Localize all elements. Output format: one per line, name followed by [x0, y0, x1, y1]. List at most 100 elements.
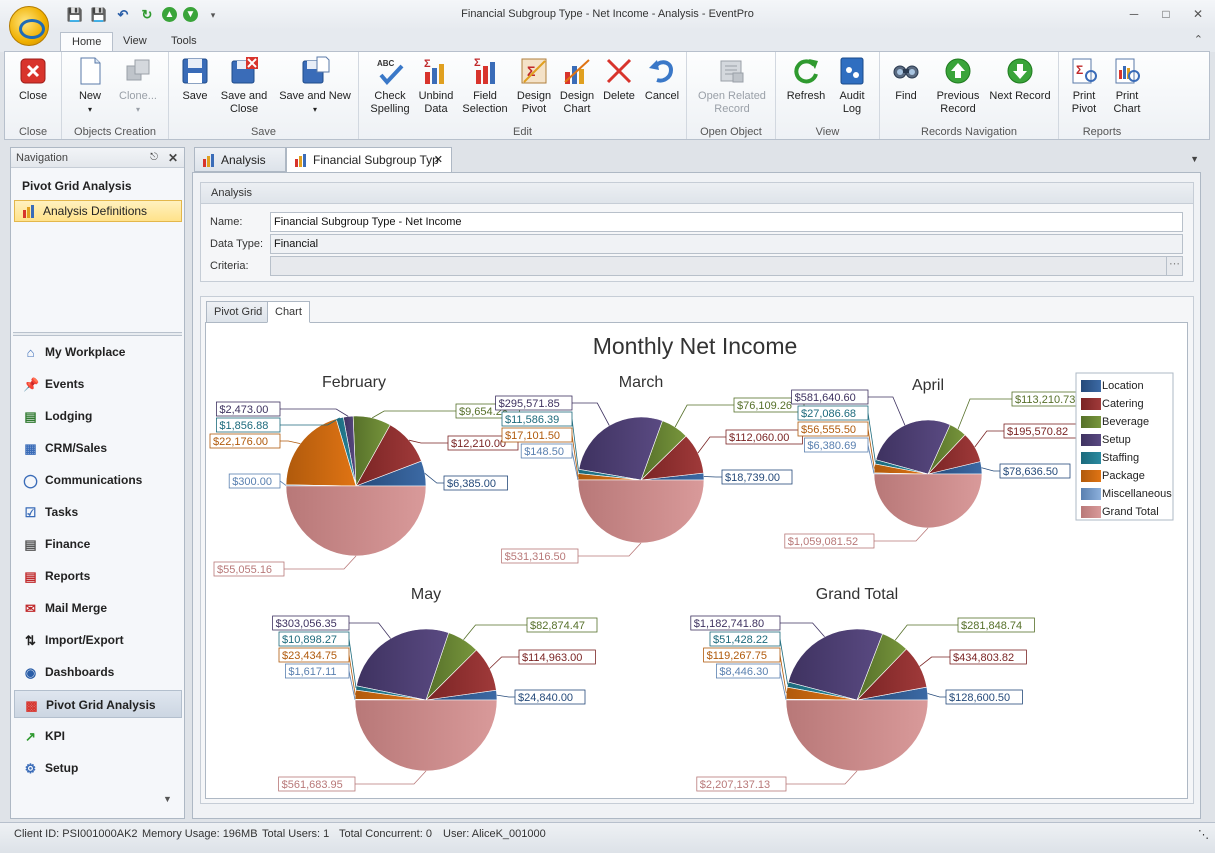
save-and-new-button[interactable]: Save and New ▾ — [276, 56, 354, 116]
pie-slice[interactable] — [577, 479, 705, 544]
save-icon[interactable]: 💾 — [66, 7, 84, 22]
nav-item-communications[interactable]: ◯ Communications — [23, 473, 143, 488]
crm-icon: ▦ — [24, 441, 37, 456]
nav-item-finance[interactable]: ▤ Finance — [24, 537, 91, 552]
nav-item-events[interactable]: 📌 Events — [23, 377, 85, 392]
new-button[interactable]: New ▾ — [73, 56, 107, 116]
tab-home[interactable]: Home — [60, 32, 114, 52]
leader-line — [424, 472, 444, 484]
document-tabs: Analysis Financial Subgroup Typ ✕ — [192, 147, 1210, 172]
leader-line — [463, 624, 527, 640]
nav-item-kpi[interactable]: ↗ KPI — [14, 722, 182, 750]
ribbon-collapse-icon[interactable]: ⌃ — [1193, 34, 1203, 46]
doc-tab-financial-subgroup[interactable]: Financial Subgroup Typ ✕ — [286, 147, 452, 172]
data-label-box — [804, 437, 869, 453]
ribbon: Close Close New ▾ Clone... ▾ Objects Creat… — [4, 51, 1210, 140]
nav-item-crm-sales[interactable]: ▦ CRM/Sales — [24, 441, 108, 456]
leader-line — [284, 555, 357, 570]
close-icon[interactable]: ✕ — [167, 151, 178, 165]
nav-item-dashboards[interactable]: ◉ Dashboards — [24, 665, 115, 680]
data-label: $27,086.68 — [801, 408, 856, 420]
save-and-close-button[interactable]: Save and Close — [218, 56, 270, 116]
nav-item-analysis-definitions[interactable]: Analysis Definitions — [14, 200, 182, 222]
tab-view[interactable]: View — [123, 35, 147, 47]
nav-item-reports[interactable]: ▤ Reports — [24, 569, 91, 584]
previous-record-icon[interactable]: ▲ — [162, 7, 177, 22]
pie-slice[interactable] — [354, 699, 498, 772]
status-client-id: Client ID: PSI001000AK2 — [14, 828, 138, 840]
resize-grip-icon[interactable]: ⋱ — [1198, 829, 1209, 841]
delete-button[interactable]: Delete — [600, 56, 638, 103]
customize-toolbar-icon[interactable]: ▾ — [210, 10, 216, 20]
nav-item-setup[interactable]: ⚙ Setup — [24, 761, 79, 776]
pie-slice[interactable] — [285, 485, 427, 557]
pie-title: Grand Total — [816, 586, 898, 603]
pie-slice[interactable] — [285, 418, 357, 487]
workplace-icon: ⌂ — [26, 345, 35, 360]
find-button[interactable]: Find — [886, 56, 926, 103]
check-spelling-button[interactable]: ABC Check Spelling — [367, 56, 413, 116]
print-chart-button[interactable]: Print Chart — [1107, 56, 1147, 116]
nav-item-lodging[interactable]: ▤ Lodging — [24, 409, 93, 424]
criteria-ellipsis-button[interactable]: ⋯ — [1166, 257, 1182, 275]
cancel-button[interactable]: Cancel — [642, 56, 682, 103]
nav-item-import-export[interactable]: ⇅ Import/Export — [14, 626, 182, 654]
close-tab-icon[interactable]: ✕ — [433, 154, 443, 166]
nav-item-tasks[interactable]: ☑ Tasks — [24, 505, 79, 520]
tab-list-dropdown-icon[interactable]: ▼ — [1190, 154, 1199, 164]
data-label: $18,739.00 — [725, 472, 780, 484]
status-user: User: AliceK_001000 — [443, 828, 546, 840]
pie-slice[interactable] — [873, 473, 983, 529]
field-selection-button[interactable]: Σ Field Selection — [462, 57, 508, 115]
open-related-record-button[interactable]: Open Related Record — [693, 56, 771, 116]
leader-line — [674, 404, 734, 428]
clone-button[interactable]: Clone... ▾ — [114, 56, 162, 116]
refresh-button[interactable]: Refresh — [784, 56, 828, 103]
refresh-icon[interactable]: ↻ — [141, 7, 153, 22]
pin-icon[interactable]: ⎋ — [150, 152, 158, 163]
undo-icon[interactable]: ↶ — [117, 7, 129, 22]
nav-item-pivot-grid-analysis[interactable]: ▩ Pivot Grid Analysis — [14, 690, 182, 718]
minimize-icon[interactable]: ─ — [1129, 7, 1139, 21]
doc-tab-analysis[interactable]: Analysis — [194, 147, 286, 172]
pie-slice[interactable] — [578, 416, 663, 481]
print-pivot-button[interactable]: Σ Print Pivot — [1064, 56, 1104, 116]
nav-splitter[interactable] — [13, 332, 182, 336]
previous-record-button[interactable]: Previous Record — [932, 56, 984, 116]
tab-tools[interactable]: Tools — [171, 35, 197, 47]
data-label: $24,840.00 — [518, 692, 573, 704]
maximize-icon[interactable]: □ — [1162, 7, 1170, 21]
close-icon — [20, 58, 46, 84]
data-label-box — [215, 401, 281, 417]
nav-item-mail-merge[interactable]: ✉ Mail Merge — [14, 594, 182, 622]
audit-log-button[interactable]: Audit Log — [832, 56, 872, 116]
leader-line — [874, 527, 929, 542]
name-field[interactable]: Financial Subgroup Type - Net Income — [270, 212, 1183, 232]
data-label-box — [784, 533, 875, 549]
pie-slice[interactable] — [785, 699, 929, 772]
pie-title: February — [322, 374, 386, 391]
close-window-icon[interactable]: ✕ — [1192, 7, 1204, 21]
nav-more-icon[interactable]: ▼ — [163, 794, 172, 804]
design-pivot-button[interactable]: Σ Design Pivot — [513, 56, 555, 116]
design-chart-button[interactable]: Design Chart — [556, 56, 598, 116]
data-label-box — [278, 647, 350, 663]
save-close-icon[interactable]: 💾 — [90, 7, 108, 22]
next-record-button[interactable]: Next Record — [986, 56, 1054, 103]
leader-line — [571, 450, 579, 481]
nav-item-my-workplace[interactable]: ⌂ My Workplace — [14, 338, 182, 366]
pie-slice[interactable] — [787, 628, 883, 701]
app-logo-icon[interactable] — [9, 6, 49, 46]
leader-line — [779, 638, 789, 685]
next-record-icon[interactable]: ▼ — [183, 7, 198, 22]
data-label: $23,434.75 — [282, 650, 337, 662]
unbind-data-button[interactable]: Σ Unbind Data — [418, 58, 454, 115]
close-button[interactable]: Close — [13, 56, 53, 103]
clone-icon — [126, 59, 150, 81]
save-button[interactable]: Save — [179, 56, 211, 103]
group-edit: ABC Check Spelling Σ Unbind Data Σ Field Se… — [359, 52, 687, 139]
tab-chart[interactable]: Chart — [267, 301, 310, 323]
leader-line — [348, 654, 356, 695]
tab-pivot-grid[interactable]: Pivot Grid — [206, 301, 271, 323]
criteria-field[interactable]: ⋯ — [270, 256, 1183, 276]
